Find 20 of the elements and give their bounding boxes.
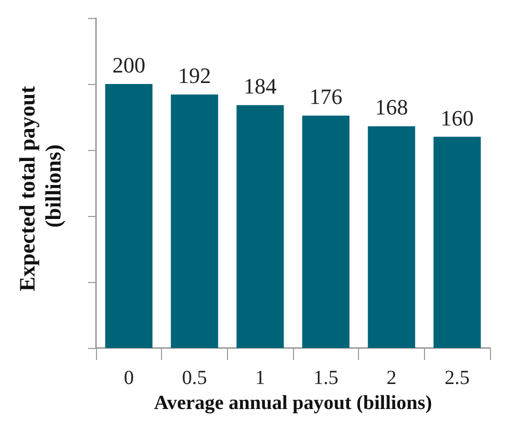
- x-axis-title: Average annual payout (billions): [154, 392, 432, 414]
- data-label: 200: [112, 52, 146, 78]
- bar: [434, 136, 481, 348]
- data-label: 176: [309, 84, 342, 110]
- x-tick-label: 1.5: [313, 367, 338, 389]
- x-tick-label: 1: [255, 367, 266, 389]
- x-tick-label: 2: [386, 367, 396, 389]
- data-label: 184: [244, 74, 277, 99]
- x-tick-label: 2.5: [444, 367, 470, 389]
- bar: [368, 126, 416, 348]
- y-axis-title: Expected total payout (billions): [14, 80, 66, 292]
- data-label: 192: [178, 63, 211, 88]
- bar: [170, 94, 218, 348]
- x-tick-label: 0: [124, 367, 134, 389]
- data-label: 160: [440, 105, 474, 130]
- data-label: 168: [375, 94, 408, 120]
- bar: [105, 84, 152, 348]
- bar: [236, 105, 284, 348]
- bar: [302, 116, 350, 348]
- x-tick-label: 0.5: [182, 367, 207, 389]
